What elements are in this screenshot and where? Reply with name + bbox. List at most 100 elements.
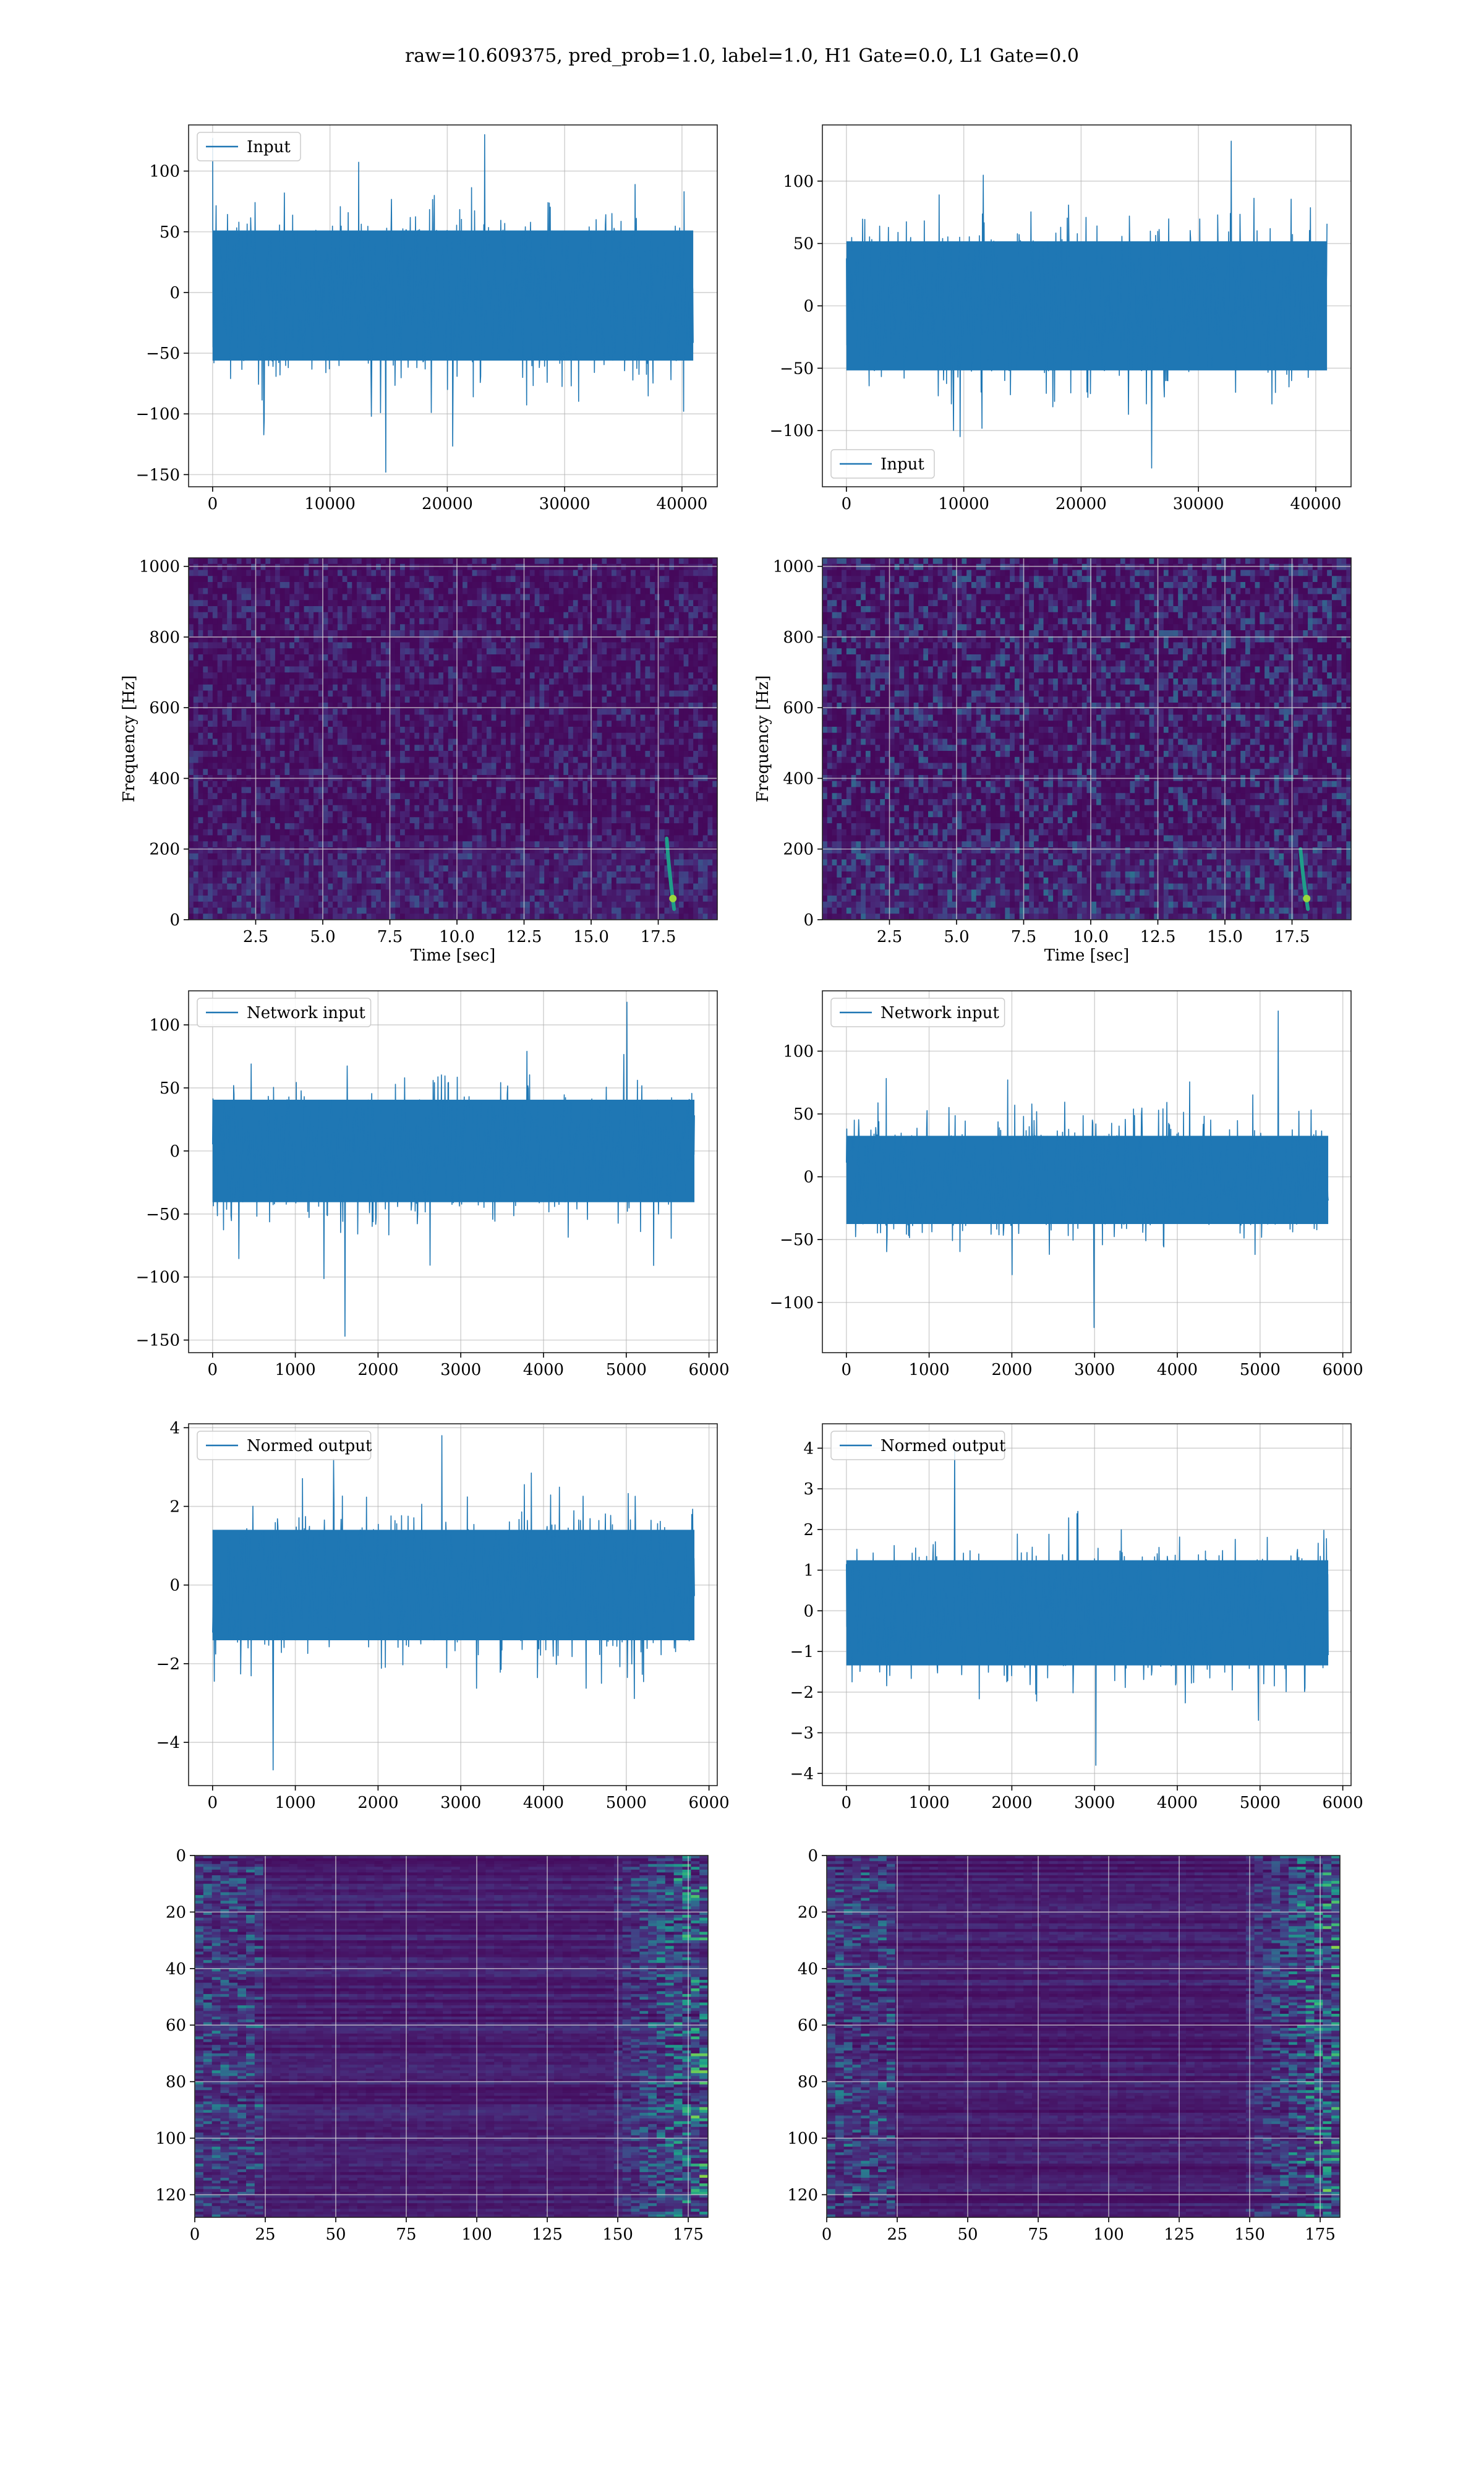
y-tick-label: 200 — [149, 841, 180, 859]
y-tick-label: 1000 — [773, 558, 814, 576]
legend: Normed output — [197, 1431, 372, 1460]
y-tick-label: 100 — [149, 1016, 180, 1035]
legend: Network input — [197, 998, 371, 1027]
y-tick-label: 120 — [155, 2186, 186, 2204]
y-tick-label: 100 — [783, 173, 814, 191]
legend: Input — [197, 132, 301, 161]
x-tick-label: 3000 — [440, 1794, 481, 1812]
y-tick-label: 200 — [783, 841, 814, 859]
y-tick-label: −50 — [780, 359, 814, 378]
x-tick-label: 50 — [957, 2225, 978, 2244]
x-tick-label: 6000 — [1323, 1361, 1363, 1379]
axes-r1c1: 2.5 5.0 7.5 10.0 12.5 15.0 17.5020040060080010… — [754, 558, 1352, 965]
x-tick-label: 7.5 — [1011, 928, 1036, 946]
y-tick-label: −100 — [136, 1269, 180, 1287]
x-tick-label: 30000 — [1173, 495, 1224, 513]
x-tick-label: 2.5 — [243, 928, 268, 946]
x-axis-label: Time [sec] — [1044, 946, 1130, 965]
y-tick-label: −50 — [146, 345, 180, 363]
y-tick-label: 80 — [166, 2073, 186, 2092]
x-tick-label: 150 — [602, 2225, 633, 2244]
x-tick-label: 6000 — [1323, 1794, 1363, 1812]
y-tick-label: −3 — [790, 1724, 814, 1743]
x-tick-label: 75 — [396, 2225, 416, 2244]
x-tick-label: 2000 — [357, 1361, 398, 1379]
x-tick-label: 150 — [1234, 2225, 1265, 2244]
x-tick-label: 125 — [1164, 2225, 1195, 2244]
y-tick-label: −1 — [790, 1643, 814, 1661]
y-tick-label: 800 — [149, 628, 180, 647]
y-tick-label: 4 — [169, 1419, 180, 1437]
y-tick-label: 1 — [803, 1562, 814, 1580]
x-tick-label: 0 — [842, 1361, 852, 1379]
x-tick-label: 10000 — [938, 495, 989, 513]
x-tick-label: 175 — [1305, 2225, 1336, 2244]
x-tick-label: 0 — [190, 2225, 200, 2244]
x-tick-label: 0 — [842, 495, 852, 513]
y-tick-label: 50 — [160, 223, 180, 242]
x-tick-label: 17.5 — [641, 928, 676, 946]
y-tick-label: −150 — [136, 1332, 180, 1350]
x-tick-label: 4000 — [1157, 1361, 1198, 1379]
x-tick-label: 12.5 — [1140, 928, 1176, 946]
x-tick-label: 25 — [887, 2225, 907, 2244]
y-tick-label: 0 — [803, 297, 814, 316]
y-tick-label: 2 — [803, 1521, 814, 1539]
chirp-peak — [1303, 895, 1310, 902]
x-tick-label: 20000 — [1055, 495, 1107, 513]
y-tick-label: 400 — [149, 769, 180, 788]
x-tick-label: 10.0 — [1073, 928, 1109, 946]
x-tick-label: 7.5 — [377, 928, 403, 946]
y-tick-label: 0 — [169, 1142, 180, 1161]
x-tick-label: 0 — [822, 2225, 832, 2244]
y-tick-label: 80 — [798, 2073, 818, 2092]
x-tick-label: 2000 — [991, 1361, 1032, 1379]
legend: Network input — [831, 998, 1005, 1027]
x-tick-label: 10000 — [304, 495, 356, 513]
y-tick-label: 3 — [803, 1480, 814, 1499]
y-tick-label: 50 — [793, 1105, 814, 1124]
legend-label: Input — [247, 138, 291, 156]
y-tick-label: 100 — [155, 2129, 186, 2148]
legend-label: Input — [881, 455, 924, 474]
y-tick-label: −100 — [770, 422, 814, 440]
y-tick-label: 600 — [149, 699, 180, 717]
x-tick-label: 0 — [842, 1794, 852, 1812]
y-tick-label: −2 — [790, 1684, 814, 1702]
heatmap-cells — [827, 1856, 1341, 2218]
x-tick-label: 0 — [208, 1794, 218, 1812]
y-tick-label: 20 — [166, 1903, 186, 1922]
x-tick-label: 40000 — [657, 495, 708, 513]
x-tick-label: 0 — [208, 1361, 218, 1379]
x-tick-label: 5000 — [1240, 1361, 1281, 1379]
x-tick-label: 15.0 — [1207, 928, 1243, 946]
x-tick-label: 2.5 — [877, 928, 902, 946]
x-tick-label: 4000 — [523, 1361, 564, 1379]
heatmap-cells — [822, 558, 1352, 920]
x-tick-label: 5.0 — [310, 928, 335, 946]
y-tick-label: 2 — [169, 1498, 180, 1517]
x-tick-label: 175 — [673, 2225, 704, 2244]
x-tick-label: 40000 — [1290, 495, 1342, 513]
x-tick-label: 2000 — [991, 1794, 1032, 1812]
y-axis-label: Frequency [Hz] — [120, 675, 139, 803]
y-tick-label: 400 — [783, 769, 814, 788]
x-tick-label: 1000 — [909, 1361, 950, 1379]
legend-label: Network input — [247, 1004, 365, 1022]
x-tick-label: 4000 — [1157, 1794, 1198, 1812]
y-tick-label: −150 — [136, 466, 180, 484]
x-tick-label: 1000 — [275, 1361, 316, 1379]
x-tick-label: 30000 — [539, 495, 591, 513]
x-tick-label: 10.0 — [439, 928, 475, 946]
y-tick-label: −50 — [780, 1231, 814, 1249]
y-tick-label: 50 — [160, 1079, 180, 1098]
x-tick-label: 75 — [1028, 2225, 1048, 2244]
legend: Normed output — [831, 1431, 1006, 1460]
legend-label: Network input — [881, 1004, 999, 1022]
y-tick-label: −4 — [790, 1765, 814, 1783]
y-tick-label: −4 — [156, 1734, 180, 1752]
x-tick-label: 20000 — [422, 495, 473, 513]
